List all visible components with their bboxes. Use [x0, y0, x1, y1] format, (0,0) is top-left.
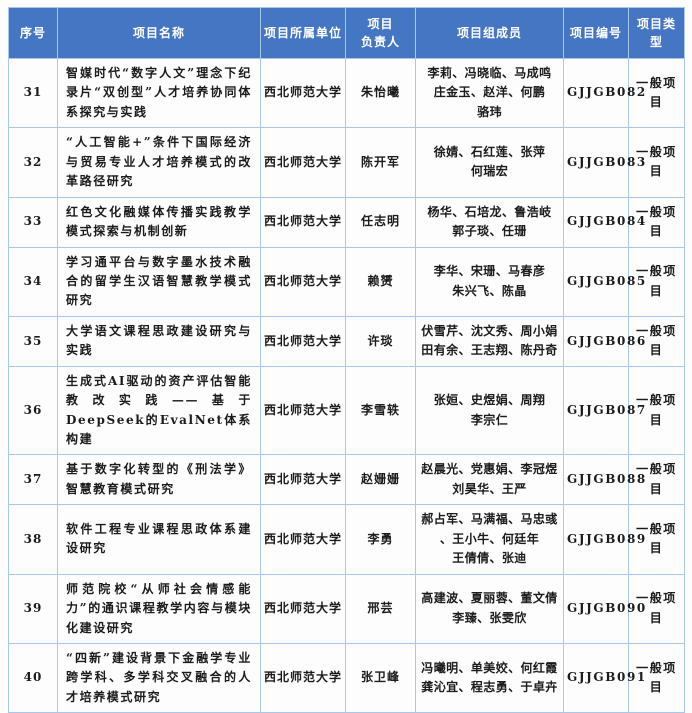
cell-project-type: 一般项目 — [628, 196, 685, 248]
header-row: 序号 项目名称 项目所属单位 项目 负责人 项目组成员 项目编号 项目类型 — [8, 7, 685, 59]
cell-serial-number: 35 — [8, 315, 58, 367]
cell-project-members: 李莉、冯晓临、马成鸣 庄金玉、赵洋、何鹏 骆玮 — [415, 57, 564, 129]
cell-serial-number: 39 — [8, 573, 58, 644]
cell-project-leader: 邢芸 — [345, 573, 416, 644]
cell-project-members: 杨华、石培龙、鲁浩岐 郭子琰、任珊 — [415, 196, 564, 248]
cell-project-leader: 任志明 — [345, 196, 416, 248]
cell-project-code: GJJGB085 — [563, 246, 645, 317]
cell-project-type: 一般项目 — [628, 573, 685, 644]
cell-project-name: 基于数字化转型的《刑法学》智慧教育模式研究 — [57, 454, 261, 506]
cell-project-type: 一般项目 — [628, 57, 685, 129]
cell-project-name: 学习通平台与数字墨水技术融合的留学生汉语智慧教学模式研究 — [57, 246, 261, 317]
header-name: 项目名称 — [57, 7, 261, 59]
cell-serial-number: 31 — [8, 57, 58, 129]
cell-project-members: 冯曦明、单美姣、何红霞 龚沁宜、程志勇、于卓卉 — [415, 642, 564, 713]
header-code: 项目编号 — [563, 7, 629, 59]
cell-project-unit: 西北师范大学 — [260, 315, 346, 367]
cell-project-type: 一般项目 — [628, 365, 685, 456]
header-leader: 项目 负责人 — [345, 7, 416, 59]
cell-project-members: 郝占军、马满福、马忠彧 、王小牛、何廷年 王倩倩、张迪 — [415, 504, 564, 575]
table-row: 40 “四新”建设背景下金融学专业跨学科、多学科交叉融合的人才培养模式研究 西北师范… — [8, 642, 685, 713]
table-row: 35 大学语文课程思政建设研究与实践 西北师范大学 许琰 伏雪芹、沈文秀、周小娟 田有余… — [8, 315, 685, 367]
cell-project-unit: 西北师范大学 — [260, 504, 346, 575]
header-members: 项目组成员 — [415, 7, 564, 59]
cell-project-name: “人工智能+”条件下国际经济与贸易专业人才培养模式的改革路径研究 — [57, 127, 261, 198]
cell-project-code: GJJGB083 — [563, 127, 645, 198]
cell-project-name: 师范院校“从师社会情感能力”的通识课程教学内容与模块化建设研究 — [57, 573, 261, 644]
cell-project-leader: 赵姗姗 — [345, 454, 416, 506]
page: { "colors": { "header_bg": "#4576c4", "b… — [8, 7, 685, 713]
cell-serial-number: 33 — [8, 196, 58, 248]
cell-project-type: 一般项目 — [628, 246, 685, 317]
table-row: 33 红色文化融媒体传播实践教学模式探索与机制创新 西北师范大学 任志明 杨华、石培龙、… — [8, 196, 685, 248]
cell-project-name: 生成式AI驱动的资产评估智能教改实践——基于DeepSeek的EvalNet体系… — [57, 365, 261, 456]
header-type: 项目类型 — [628, 7, 685, 59]
cell-project-name: 大学语文课程思政建设研究与实践 — [57, 315, 261, 367]
cell-serial-number: 40 — [8, 642, 58, 713]
cell-project-code: GJJGB090 — [563, 573, 645, 644]
cell-project-type: 一般项目 — [628, 315, 685, 367]
table-row: 32 “人工智能+”条件下国际经济与贸易专业人才培养模式的改革路径研究 西北师范大学… — [8, 127, 685, 198]
cell-project-code: GJJGB091 — [563, 642, 645, 713]
projects-table: 序号 项目名称 项目所属单位 项目 负责人 项目组成员 项目编号 项目类型 31… — [8, 7, 685, 713]
table-row: 36 生成式AI驱动的资产评估智能教改实践——基于DeepSeek的EvalNet… — [8, 365, 685, 456]
cell-project-leader: 李雪轶 — [345, 365, 416, 456]
cell-project-members: 徐婧、石红莲、张萍 何瑞宏 — [415, 127, 564, 198]
cell-serial-number: 36 — [8, 365, 58, 456]
cell-project-unit: 西北师范大学 — [260, 127, 346, 198]
cell-project-unit: 西北师范大学 — [260, 196, 346, 248]
cell-project-unit: 西北师范大学 — [260, 365, 346, 456]
cell-serial-number: 38 — [8, 504, 58, 575]
table-row: 39 师范院校“从师社会情感能力”的通识课程教学内容与模块化建设研究 西北师范大学邢… — [8, 573, 685, 644]
cell-project-type: 一般项目 — [628, 127, 685, 198]
cell-project-unit: 西北师范大学 — [260, 642, 346, 713]
cell-project-unit: 西北师范大学 — [260, 573, 346, 644]
cell-project-unit: 西北师范大学 — [260, 246, 346, 317]
cell-project-name: 红色文化融媒体传播实践教学模式探索与机制创新 — [57, 196, 261, 248]
cell-serial-number: 34 — [8, 246, 58, 317]
cell-project-name: 智媒时代“数字人文”理念下纪录片“双创型”人才培养协同体系探究与实践 — [57, 57, 261, 129]
cell-project-name: “四新”建设背景下金融学专业跨学科、多学科交叉融合的人才培养模式研究 — [57, 642, 261, 713]
cell-project-leader: 张卫峰 — [345, 642, 416, 713]
cell-project-members: 李华、宋珊、马春彦 朱兴飞、陈晶 — [415, 246, 564, 317]
cell-project-leader: 朱怡曦 — [345, 57, 416, 129]
cell-project-members: 赵晨光、党惠娟、李冠煜 刘昊华、王严 — [415, 454, 564, 506]
projects-table-container: 序号 项目名称 项目所属单位 项目 负责人 项目组成员 项目编号 项目类型 31… — [8, 7, 685, 713]
cell-project-code: GJJGB084 — [563, 196, 645, 248]
cell-project-leader: 许琰 — [345, 315, 416, 367]
cell-serial-number: 37 — [8, 454, 58, 506]
cell-project-leader: 陈开军 — [345, 127, 416, 198]
cell-project-code: GJJGB088 — [563, 454, 645, 506]
cell-project-members: 伏雪芹、沈文秀、周小娟 田有余、王志翔、陈丹奇 — [415, 315, 564, 367]
cell-project-code: GJJGB086 — [563, 315, 645, 367]
table-row: 38 软件工程专业课程思政体系建设研究 西北师范大学 李勇 郝占军、马满福、马忠彧 、王… — [8, 504, 685, 575]
cell-project-leader: 赖赟 — [345, 246, 416, 317]
table-row: 34 学习通平台与数字墨水技术融合的留学生汉语智慧教学模式研究 西北师范大学 赖赟 李华… — [8, 246, 685, 317]
table-header: 序号 项目名称 项目所属单位 项目 负责人 项目组成员 项目编号 项目类型 — [8, 7, 685, 59]
table-row: 31 智媒时代“数字人文”理念下纪录片“双创型”人才培养协同体系探究与实践 西北师范… — [8, 57, 685, 129]
cell-project-code: GJJGB089 — [563, 504, 645, 575]
cell-project-type: 一般项目 — [628, 642, 685, 713]
cell-project-members: 张姮、史煜娟、周翔 李宗仁 — [415, 365, 564, 456]
header-unit: 项目所属单位 — [260, 7, 346, 59]
cell-project-code: GJJGB087 — [563, 365, 645, 456]
cell-serial-number: 32 — [8, 127, 58, 198]
header-no: 序号 — [8, 7, 58, 59]
table-body: 31 智媒时代“数字人文”理念下纪录片“双创型”人才培养协同体系探究与实践 西北师范… — [8, 57, 685, 713]
cell-project-type: 一般项目 — [628, 504, 685, 575]
cell-project-unit: 西北师范大学 — [260, 454, 346, 506]
cell-project-leader: 李勇 — [345, 504, 416, 575]
cell-project-code: GJJGB082 — [563, 57, 645, 129]
cell-project-members: 高建波、夏丽蓉、董文倩 李臻、张雯欣 — [415, 573, 564, 644]
cell-project-unit: 西北师范大学 — [260, 57, 346, 129]
cell-project-name: 软件工程专业课程思政体系建设研究 — [57, 504, 261, 575]
table-row: 37 基于数字化转型的《刑法学》智慧教育模式研究 西北师范大学 赵姗姗 赵晨光、党惠娟、… — [8, 454, 685, 506]
